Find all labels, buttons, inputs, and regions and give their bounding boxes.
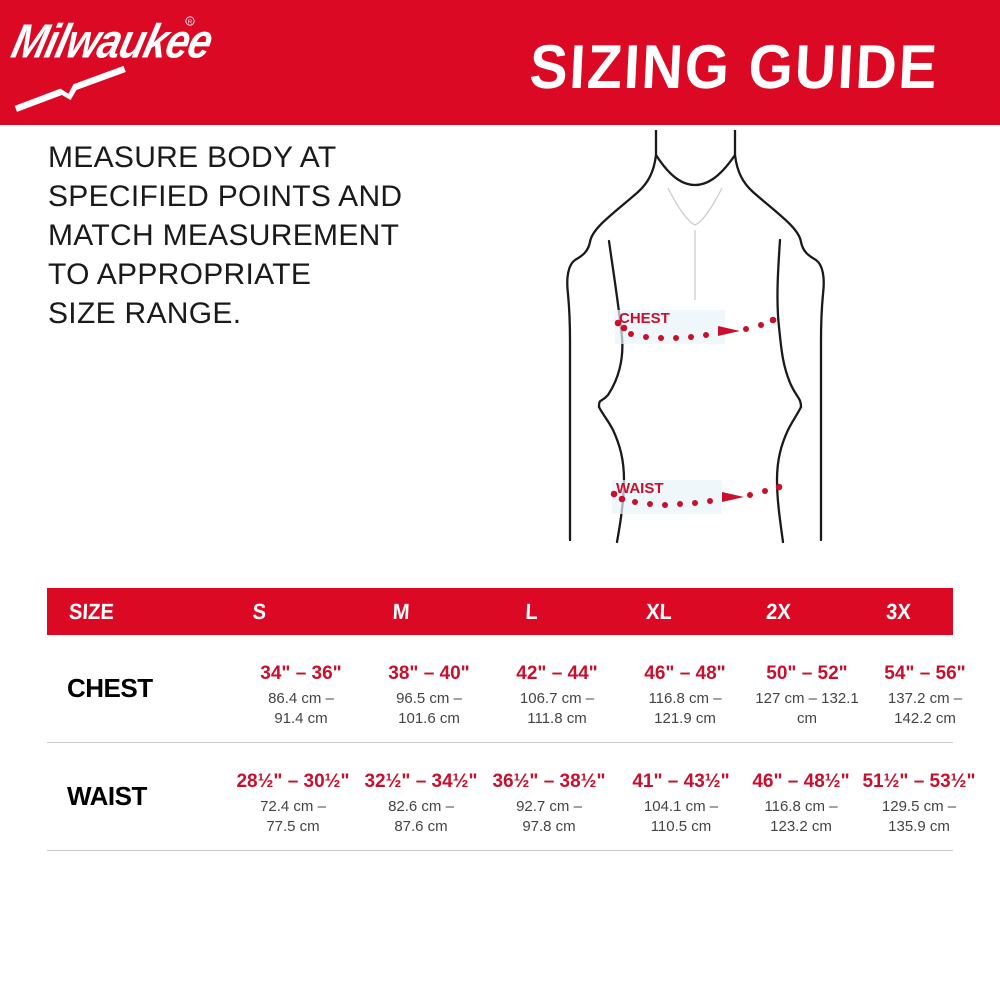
svg-text:CHEST: CHEST bbox=[619, 310, 670, 327]
svg-text:R: R bbox=[188, 20, 192, 26]
svg-text:WAIST: WAIST bbox=[616, 480, 664, 497]
